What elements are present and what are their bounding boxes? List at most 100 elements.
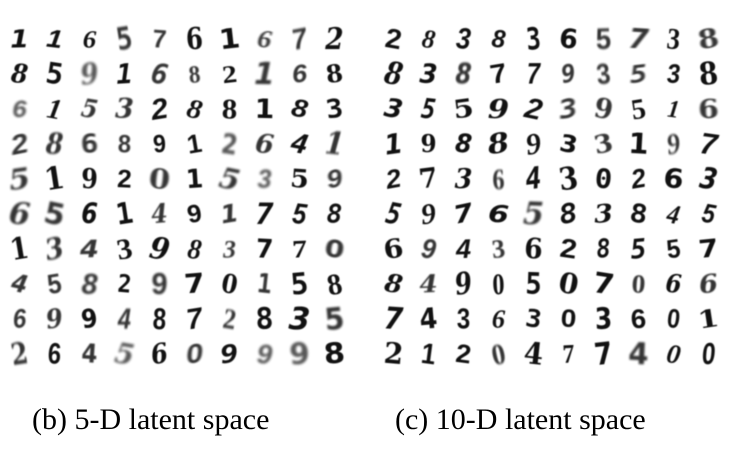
digit-sample: 9 [184, 199, 204, 229]
digit-sample: 6 [661, 163, 685, 196]
digit-sample: 0 [147, 162, 172, 197]
digit-sample: 4 [418, 270, 439, 299]
digit-sample: 2 [383, 163, 404, 195]
digit-sample: 5 [628, 59, 649, 90]
digit-sample: 9 [452, 266, 475, 303]
digit-sample: 3 [524, 21, 543, 58]
digit-sample: 6 [79, 129, 100, 160]
digit-sample: 8 [697, 56, 720, 93]
digit-sample: 9 [43, 303, 66, 336]
digit-sample: 8 [420, 23, 438, 55]
digit-sample: 1 [382, 127, 405, 162]
digit-sample: 9 [323, 163, 345, 195]
digit-sample: 3 [257, 164, 272, 194]
digit-sample: 8 [81, 267, 98, 301]
digit-sample: 7 [289, 21, 310, 57]
digit-sample: 6 [12, 95, 27, 123]
digit-sample: 6 [290, 59, 309, 89]
digit-sample: 0 [559, 304, 578, 334]
digit-sample: 2 [8, 336, 31, 373]
digit-sample: 9 [558, 59, 579, 90]
digit-sample: 2 [325, 22, 344, 57]
digit-sample: 1 [218, 198, 241, 231]
digit-sample: 3 [697, 161, 720, 198]
digit-sample: 8 [9, 58, 30, 91]
digit-sample: 6 [697, 268, 720, 301]
digit-sample: 0 [664, 338, 683, 370]
digit-sample: 1 [419, 337, 438, 371]
digit-sample: 5 [79, 94, 100, 125]
digit-sample: 7 [255, 197, 274, 232]
digit-sample: 7 [255, 234, 274, 265]
digit-sample: 1 [115, 58, 134, 91]
digit-sample: 8 [454, 57, 473, 92]
digit-sample: 3 [41, 231, 68, 268]
digit-sample: 3 [665, 21, 682, 57]
digit-sample: 5 [664, 233, 683, 265]
digit-sample: 6 [82, 24, 97, 54]
digit-sample: 3 [666, 59, 681, 89]
digit-sample: 3 [418, 58, 439, 91]
digit-sample: 0 [491, 266, 506, 302]
digit-sample: 6 [184, 22, 205, 57]
digit-sample: 9 [78, 56, 101, 93]
digit-sample: 8 [185, 232, 204, 266]
digit-sample: 5 [112, 337, 137, 372]
digit-sample: 3 [381, 93, 406, 126]
digit-sample: 0 [665, 303, 682, 335]
digit-sample: 9 [419, 232, 438, 266]
digit-sample: 7 [697, 234, 720, 265]
digit-sample: 0 [593, 163, 614, 196]
digit-sample: 5 [419, 92, 438, 127]
digit-sample: 6 [80, 197, 99, 232]
digit-sample: 8 [221, 92, 238, 126]
digit-sample: 2 [116, 269, 133, 300]
digit-sample: 3 [454, 163, 473, 196]
digit-sample: 9 [152, 129, 167, 159]
digit-sample: 9 [79, 303, 100, 336]
digit-sample: 4 [664, 197, 683, 231]
caption-5d-latent-space: (b) 5-D latent space [32, 403, 270, 436]
digit-sample: 3 [523, 304, 544, 335]
digit-sample: 6 [629, 303, 648, 335]
digit-sample: 3 [490, 233, 507, 265]
digit-sample: 5 [290, 197, 309, 231]
digit-sample: 6 [381, 233, 406, 266]
digit-sample: 7 [627, 23, 650, 56]
digit-sample: 2 [220, 302, 239, 336]
digit-sample: 8 [595, 234, 612, 265]
digit-sample: 1 [184, 128, 204, 160]
digit-sample: 6 [557, 23, 580, 56]
digit-sample: 4 [80, 339, 99, 370]
digit-sample: 3 [456, 303, 471, 335]
digit-sample: 4 [522, 336, 545, 373]
digit-sample: 1 [9, 25, 30, 54]
digit-sample: 6 [664, 269, 683, 300]
digit-sample: 2 [382, 337, 405, 372]
digit-sample: 8 [187, 59, 202, 89]
digit-sample: 6 [255, 24, 274, 54]
digit-sample: 0 [630, 268, 647, 300]
digit-sample: 9 [80, 163, 99, 196]
digit-sample: 1 [253, 57, 276, 92]
caption-10d-latent-space: (c) 10-D latent space [395, 403, 646, 436]
digit-sample: 4 [418, 302, 439, 337]
digit-sample: 1 [45, 24, 65, 54]
digit-sample: 2 [116, 164, 133, 194]
digit-sample: 8 [322, 337, 347, 372]
digit-sample: 3 [455, 22, 472, 56]
digit-sample: 8 [117, 129, 132, 159]
digit-sample: 6 [491, 162, 506, 196]
digit-sample: 2 [628, 163, 648, 195]
digit-sample: 1 [665, 94, 682, 124]
digit-sample: 6 [46, 337, 63, 371]
digit-sample: 5 [699, 198, 718, 230]
digit-sample: 9 [420, 130, 437, 159]
digit-sample: 4 [117, 303, 132, 335]
digit-sample: 7 [487, 58, 509, 91]
digit-sample: 3 [222, 235, 237, 263]
digit-sample: 1 [255, 268, 274, 301]
